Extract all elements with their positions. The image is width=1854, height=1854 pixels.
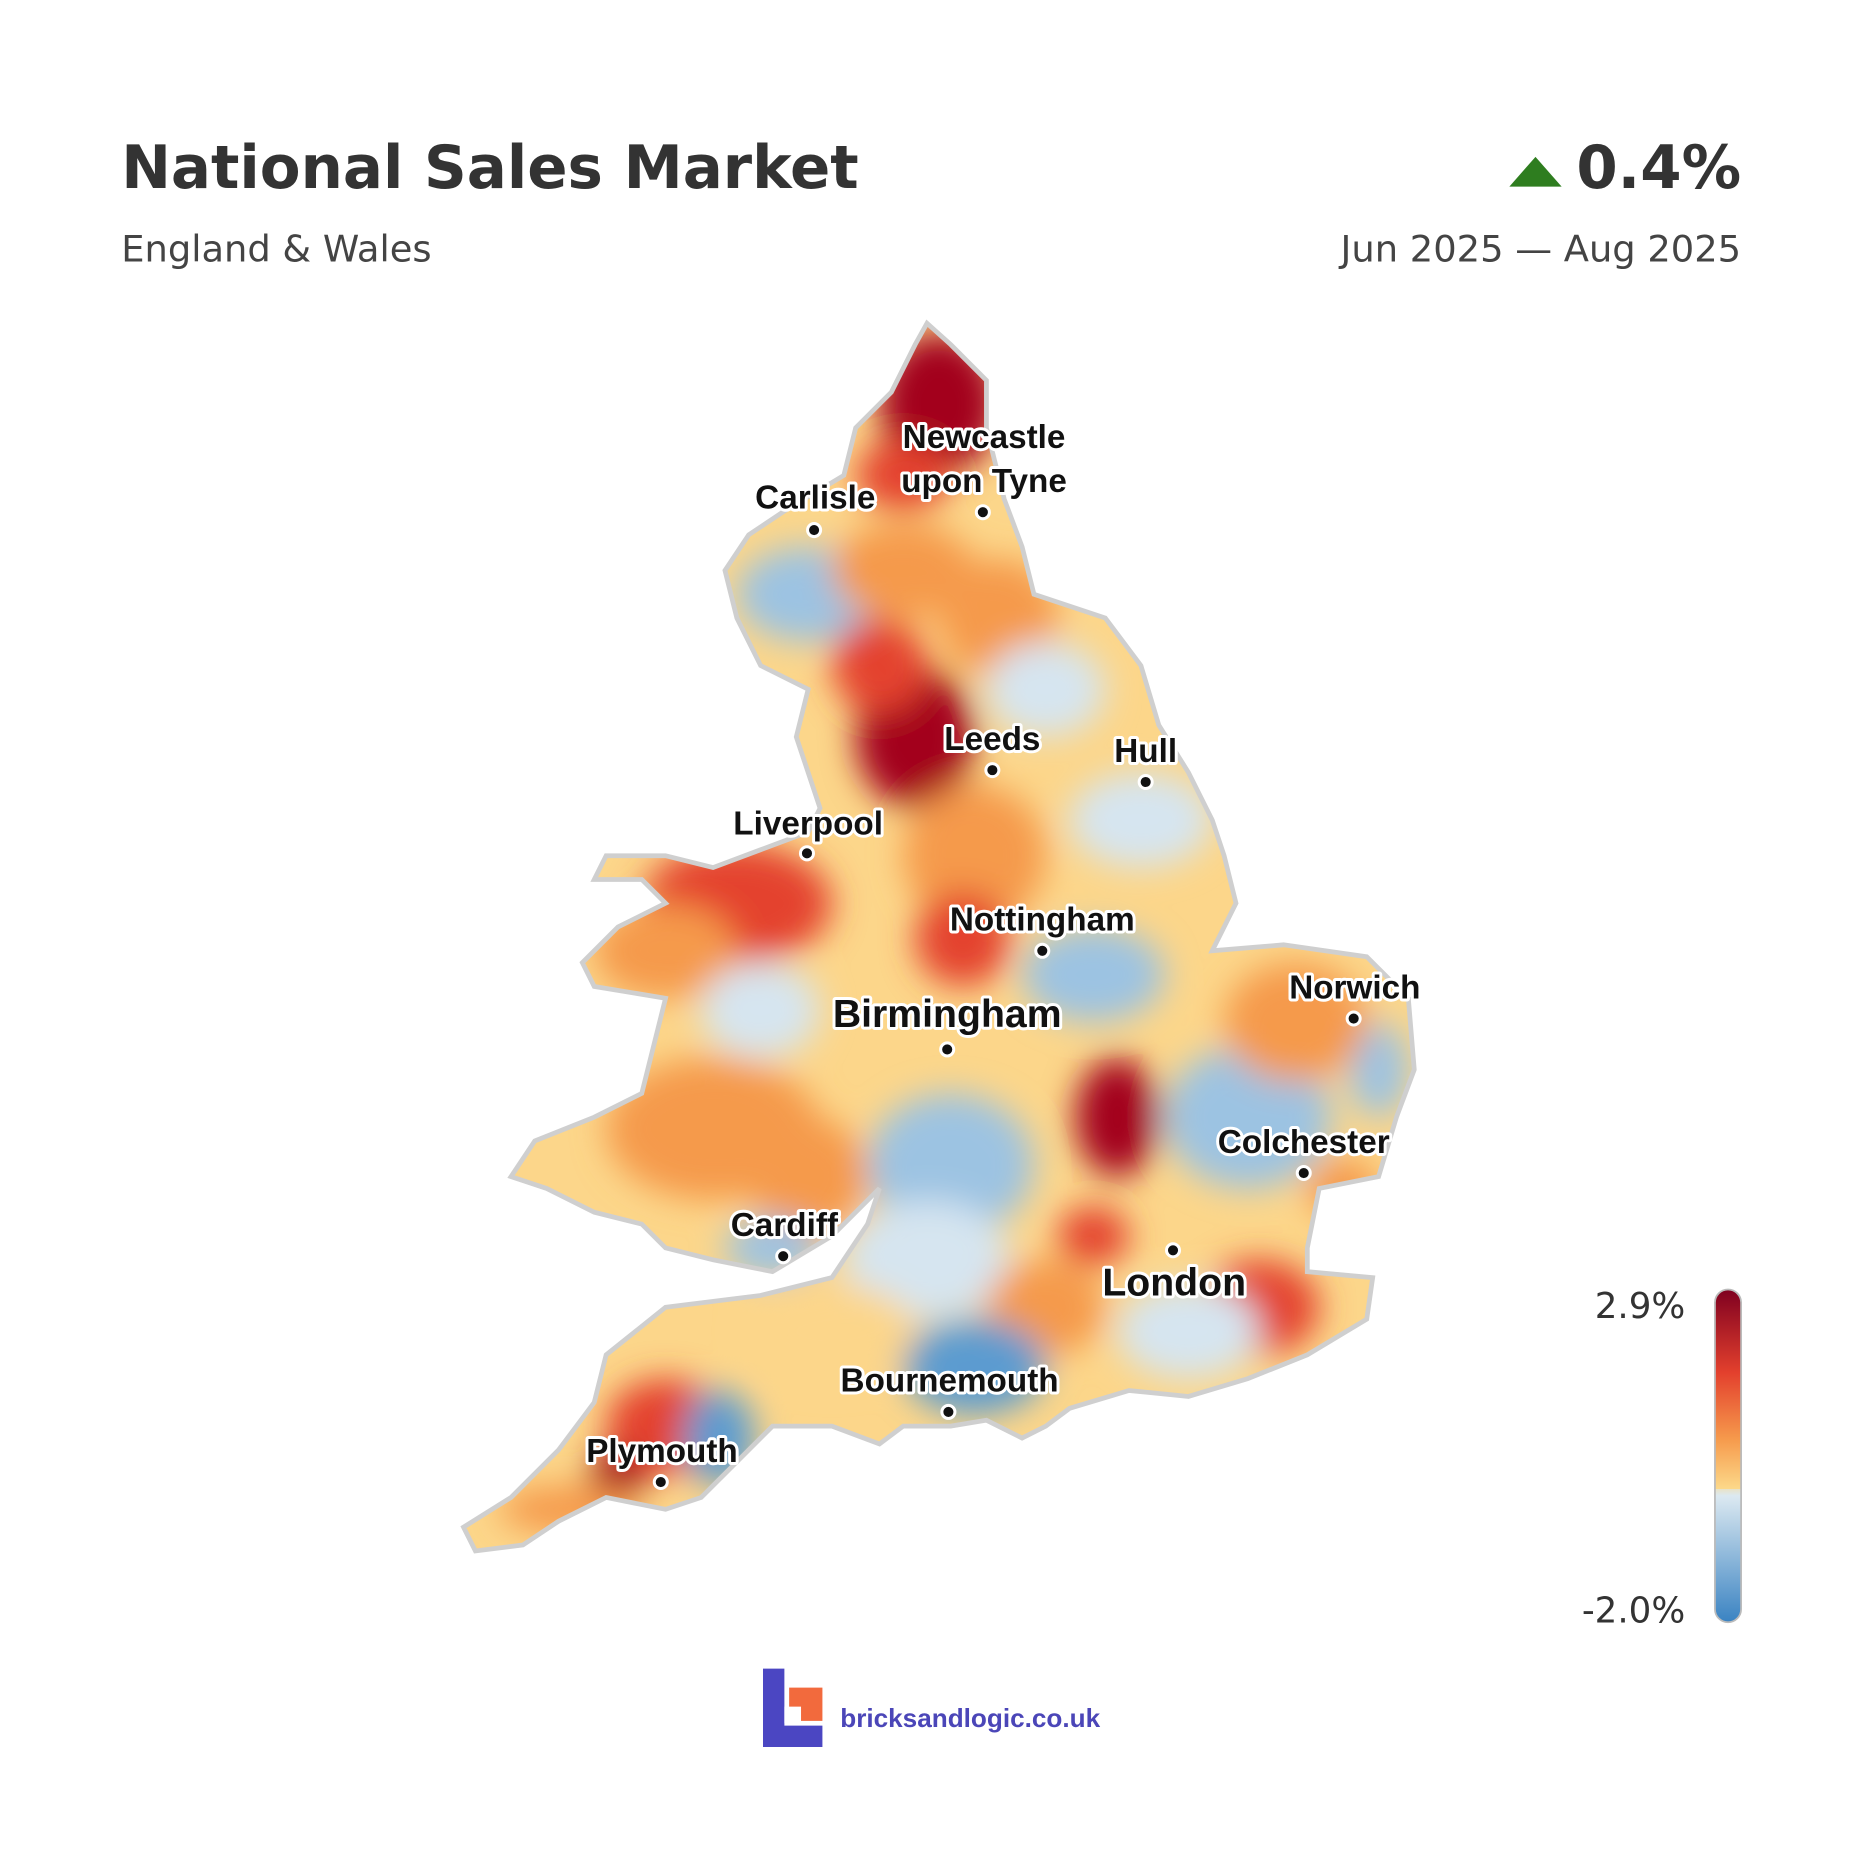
map-region: [879, 332, 999, 476]
map-region: [1164, 1045, 1332, 1189]
legend-max: 2.9%: [1595, 1286, 1686, 1327]
map-region: [855, 439, 951, 512]
map-regions: [499, 332, 1409, 1534]
city-label: London: [1102, 1261, 1246, 1304]
map-region: [499, 1485, 642, 1534]
city-label: Colchester: [1218, 1124, 1390, 1161]
city-dot: [1137, 773, 1154, 791]
city-label: Carlisle: [755, 480, 875, 517]
city-dot: [806, 522, 823, 539]
footer: bricksandlogic.co.uk: [762, 1668, 1101, 1748]
logo: [784, 1706, 802, 1724]
map-region: [1022, 927, 1165, 1023]
city-label: Norwich: [1289, 969, 1420, 1006]
map-region: [701, 962, 821, 1058]
city-dot: [939, 1041, 956, 1058]
city-labels: Newcastle upon Tyne Carlisle Leeds Hull …: [583, 416, 1423, 1491]
map-region: [1069, 772, 1213, 868]
city-dot: [1034, 942, 1051, 959]
map-region: [867, 1093, 1034, 1236]
map-region: [831, 522, 975, 618]
map-region: [843, 1200, 1011, 1320]
legend: 2.9% -2.0%: [1582, 1286, 1742, 1631]
map-region: [748, 1117, 868, 1236]
city-label: Nottingham: [950, 902, 1135, 939]
color-scale: [1714, 1288, 1742, 1624]
city-label: Cardiff: [731, 1207, 839, 1244]
city-dot: [984, 762, 1001, 779]
map-region: [986, 641, 1106, 737]
title: National Sales Market: [121, 134, 858, 203]
map-region: [1224, 962, 1367, 1082]
city-label: Birmingham: [833, 993, 1062, 1036]
up-arrow: [1509, 156, 1562, 187]
city-label: Leeds: [944, 721, 1040, 758]
brand: bricksandlogic.co.uk: [840, 1703, 1100, 1733]
map-region: [903, 784, 1046, 927]
map-region: [831, 618, 927, 714]
map-region: [1348, 1022, 1409, 1118]
map-region: [1117, 1283, 1260, 1379]
city-dot: [974, 504, 991, 521]
city-label: Newcastle: [903, 419, 1066, 456]
city-dot: [775, 1248, 792, 1265]
subtitle: England & Wales: [121, 227, 431, 270]
city-dot: [1295, 1164, 1312, 1182]
map-region: [1057, 1206, 1130, 1266]
change-value: 0.4%: [1576, 134, 1741, 203]
city-label: upon Tyne: [901, 463, 1067, 500]
map-region: [748, 1283, 916, 1379]
logo: [762, 1668, 823, 1748]
legend-min: -2.0%: [1582, 1590, 1685, 1631]
map-region: [588, 1449, 648, 1498]
city-label: Bournemouth: [841, 1363, 1059, 1400]
city-dot: [1345, 1010, 1362, 1027]
period: Jun 2025 — Aug 2025: [1339, 227, 1742, 270]
city-label: Hull: [1114, 733, 1177, 770]
map-region: [903, 1319, 1046, 1415]
city-dot: [652, 1473, 669, 1491]
city-dot: [940, 1403, 957, 1420]
map-region: [594, 903, 737, 999]
map-region: [915, 891, 1011, 987]
city-label: Plymouth: [586, 1433, 738, 1470]
city-dot: [1164, 1242, 1182, 1259]
city-dot: [798, 845, 815, 862]
city-label: Liverpool: [733, 805, 883, 842]
map-region: [1075, 1057, 1159, 1177]
